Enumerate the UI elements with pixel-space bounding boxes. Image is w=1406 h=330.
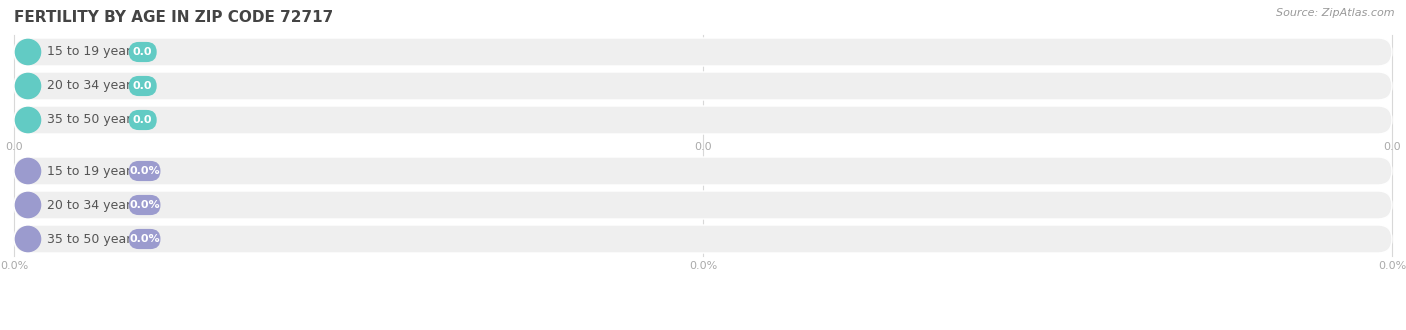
Text: 0.0%: 0.0% <box>129 234 160 244</box>
Text: Source: ZipAtlas.com: Source: ZipAtlas.com <box>1277 8 1395 18</box>
FancyBboxPatch shape <box>14 72 1392 100</box>
FancyBboxPatch shape <box>129 195 160 215</box>
Circle shape <box>15 226 41 251</box>
Text: 0.0: 0.0 <box>134 47 152 57</box>
FancyBboxPatch shape <box>129 229 160 249</box>
Text: FERTILITY BY AGE IN ZIP CODE 72717: FERTILITY BY AGE IN ZIP CODE 72717 <box>14 10 333 25</box>
Circle shape <box>15 39 41 65</box>
Text: 0.0: 0.0 <box>134 81 152 91</box>
FancyBboxPatch shape <box>14 157 1392 185</box>
FancyBboxPatch shape <box>14 191 1392 219</box>
Text: 0.0%: 0.0% <box>689 261 717 271</box>
FancyBboxPatch shape <box>129 161 160 181</box>
Text: 35 to 50 years: 35 to 50 years <box>46 114 138 126</box>
FancyBboxPatch shape <box>129 110 156 130</box>
Text: 20 to 34 years: 20 to 34 years <box>46 80 138 92</box>
FancyBboxPatch shape <box>14 106 1392 134</box>
Text: 0.0: 0.0 <box>1384 142 1400 152</box>
Text: 35 to 50 years: 35 to 50 years <box>46 233 138 246</box>
Text: 0.0%: 0.0% <box>0 261 28 271</box>
Text: 0.0: 0.0 <box>6 142 22 152</box>
Circle shape <box>15 107 41 133</box>
Text: 0.0%: 0.0% <box>129 166 160 176</box>
Circle shape <box>15 73 41 99</box>
Text: 0.0: 0.0 <box>134 115 152 125</box>
FancyBboxPatch shape <box>14 38 1392 66</box>
Text: 0.0%: 0.0% <box>1378 261 1406 271</box>
Text: 15 to 19 years: 15 to 19 years <box>46 46 138 58</box>
Text: 20 to 34 years: 20 to 34 years <box>46 199 138 212</box>
Text: 0.0%: 0.0% <box>129 200 160 210</box>
Text: 15 to 19 years: 15 to 19 years <box>46 164 138 178</box>
Text: 0.0: 0.0 <box>695 142 711 152</box>
FancyBboxPatch shape <box>129 42 156 62</box>
FancyBboxPatch shape <box>129 76 156 96</box>
Circle shape <box>15 192 41 217</box>
FancyBboxPatch shape <box>14 225 1392 253</box>
Circle shape <box>15 158 41 183</box>
